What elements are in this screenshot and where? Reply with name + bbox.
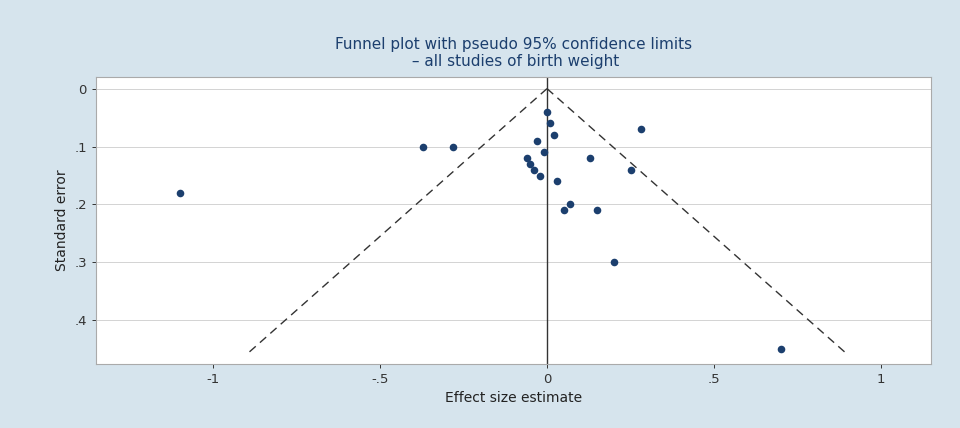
Point bbox=[533, 172, 548, 179]
Point bbox=[536, 149, 551, 156]
Point bbox=[633, 126, 648, 133]
X-axis label: Effect size estimate: Effect size estimate bbox=[445, 391, 582, 405]
Point bbox=[526, 166, 541, 173]
Point bbox=[540, 108, 555, 115]
Point bbox=[416, 143, 431, 150]
Title: Funnel plot with pseudo 95% confidence limits
 – all studies of birth weight: Funnel plot with pseudo 95% confidence l… bbox=[335, 36, 692, 69]
Point bbox=[445, 143, 461, 150]
Point bbox=[773, 346, 788, 353]
Point bbox=[522, 160, 538, 167]
Point bbox=[606, 259, 621, 266]
Point bbox=[549, 178, 564, 185]
Point bbox=[546, 131, 562, 138]
Y-axis label: Standard error: Standard error bbox=[55, 169, 69, 271]
Point bbox=[556, 207, 571, 214]
Point bbox=[563, 201, 578, 208]
Point bbox=[172, 190, 187, 196]
Point bbox=[519, 155, 535, 161]
Point bbox=[589, 207, 605, 214]
Point bbox=[623, 166, 638, 173]
Point bbox=[529, 137, 544, 144]
Point bbox=[583, 155, 598, 161]
Point bbox=[542, 120, 558, 127]
